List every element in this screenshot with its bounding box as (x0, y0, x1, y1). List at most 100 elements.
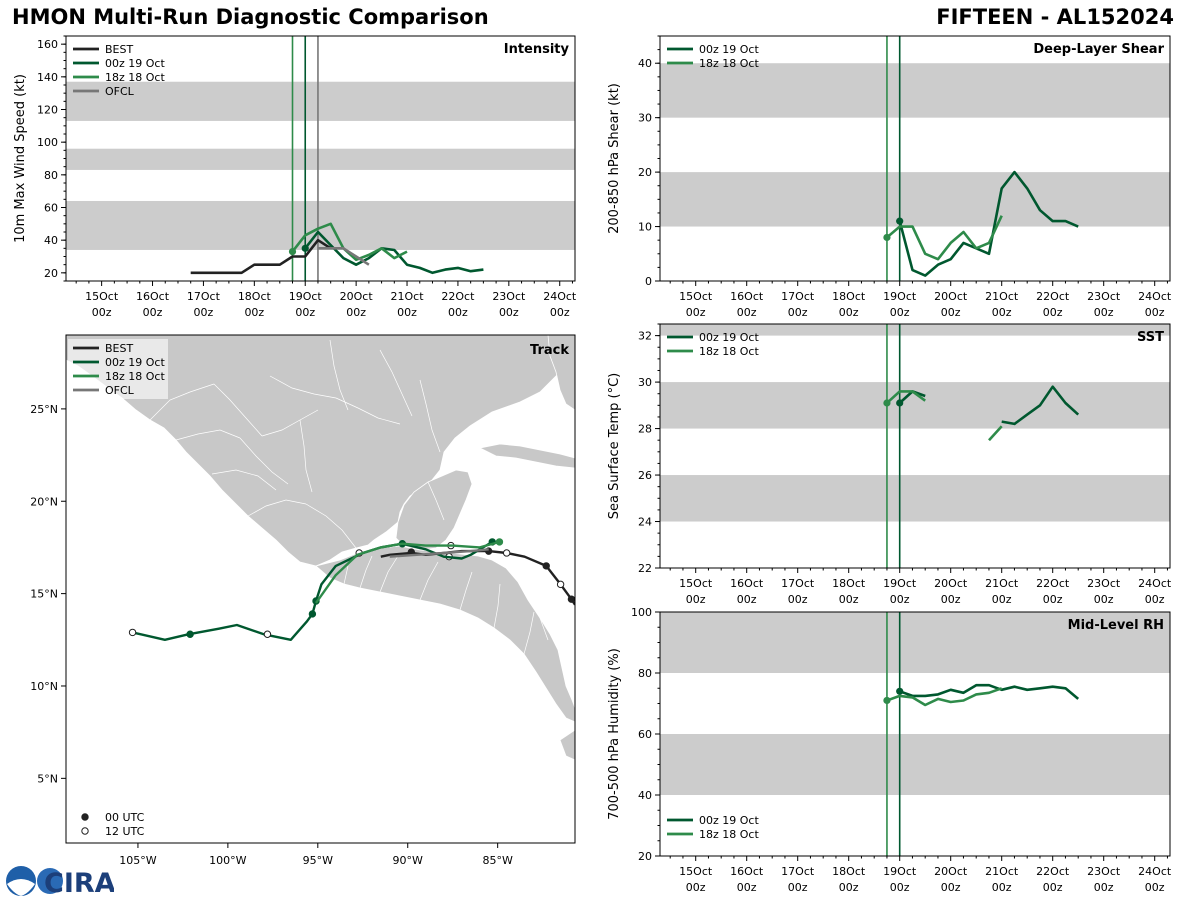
sst-band-1 (660, 382, 1170, 428)
shear-xtick-label-4: 19Oct (883, 290, 917, 303)
track-xtick-label-2: 95°W (303, 854, 333, 867)
rh-xtick-sublabel-8: 00z (1094, 881, 1114, 894)
sst-xtick-sublabel-2: 00z (788, 593, 808, 606)
track-xtick-label-0: 105°W (119, 854, 156, 867)
intensity-ytick-label-1: 40 (44, 234, 58, 247)
rh-series-0-start-marker (896, 688, 903, 695)
intensity-xtick-sublabel-6: 00z (397, 306, 417, 319)
shear-legend-label-1: 18z 18 Oct (699, 57, 759, 70)
sst-xtick-sublabel-9: 00z (1145, 593, 1165, 606)
track-marker-2-0 (496, 539, 502, 545)
shear-ytick-label-4: 40 (638, 57, 652, 70)
track-legend-label-2: 18z 18 Oct (105, 370, 165, 383)
sst-xtick-label-9: 24Oct (1138, 577, 1172, 590)
shear-ytick-label-1: 10 (638, 221, 652, 234)
sst-series-0-start-marker (896, 399, 903, 406)
sst-xtick-sublabel-5: 00z (941, 593, 961, 606)
shear-xtick-label-3: 18Oct (832, 290, 866, 303)
sst-xtick-sublabel-6: 00z (992, 593, 1012, 606)
track-xtick-label-3: 90°W (393, 854, 423, 867)
intensity-xtick-sublabel-0: 00z (92, 306, 112, 319)
intensity-ylabel: 10m Max Wind Speed (kt) (13, 74, 28, 243)
sst-xtick-label-4: 19Oct (883, 577, 917, 590)
rh-xtick-label-6: 21Oct (985, 865, 1019, 878)
shear-xtick-sublabel-4: 00z (890, 306, 910, 319)
shear-xtick-label-2: 17Oct (781, 290, 815, 303)
sst-xtick-label-7: 22Oct (1036, 577, 1070, 590)
shear-xtick-label-0: 15Oct (679, 290, 713, 303)
rh-xtick-label-1: 16Oct (730, 865, 764, 878)
shear-series-0-start-marker (896, 218, 903, 225)
rh-xtick-sublabel-4: 00z (890, 881, 910, 894)
intensity-xtick-sublabel-5: 00z (346, 306, 366, 319)
sst-legend-label-1: 18z 18 Oct (699, 345, 759, 358)
shear-band-0 (660, 172, 1170, 226)
shear-xtick-sublabel-9: 00z (1145, 306, 1165, 319)
track-title: Track (530, 343, 569, 358)
rh-legend-label-0: 00z 19 Oct (699, 814, 759, 827)
shear-xtick-label-6: 21Oct (985, 290, 1019, 303)
sst-xtick-sublabel-1: 00z (737, 593, 757, 606)
rh-xtick-sublabel-1: 00z (737, 881, 757, 894)
shear-xtick-sublabel-7: 00z (1043, 306, 1063, 319)
sst-xtick-label-5: 20Oct (934, 577, 968, 590)
sst-series-1-start-marker (883, 399, 890, 406)
intensity-xtick-label-3: 18Oct (238, 290, 272, 303)
intensity-xtick-label-4: 19Oct (289, 290, 323, 303)
shear-xtick-sublabel-6: 00z (992, 306, 1012, 319)
sst-ytick-label-4: 30 (638, 376, 652, 389)
track-ytick-label-4: 25°N (30, 403, 58, 416)
sst-ytick-label-1: 24 (638, 516, 652, 529)
sst-plot-bg (660, 324, 1170, 568)
sst-xtick-sublabel-7: 00z (1043, 593, 1063, 606)
intensity-series-1-start-marker (302, 245, 309, 252)
shear-series-1-start-marker (883, 234, 890, 241)
rh-series-1-start-marker (883, 697, 890, 704)
shear-xtick-sublabel-1: 00z (737, 306, 757, 319)
rh-legend-label-1: 18z 18 Oct (699, 828, 759, 841)
rh-xtick-label-5: 20Oct (934, 865, 968, 878)
rh-xtick-label-8: 23Oct (1087, 865, 1121, 878)
intensity-legend-label-1: 00z 19 Oct (105, 57, 165, 70)
shear-ytick-label-0: 0 (645, 275, 652, 288)
shear-xtick-label-5: 20Oct (934, 290, 968, 303)
rh-xtick-sublabel-0: 00z (686, 881, 706, 894)
rh-title: Mid-Level RH (1068, 618, 1164, 633)
track-legend-label-0: BEST (105, 342, 133, 355)
intensity-ytick-label-5: 120 (37, 104, 58, 117)
sst-ytick-label-3: 28 (638, 423, 652, 436)
intensity-panel: 2040608010012014016015Oct00z16Oct00z17Oc… (13, 36, 577, 319)
track-marker-1-5 (309, 611, 315, 617)
sst-xtick-label-8: 23Oct (1087, 577, 1121, 590)
intensity-title: Intensity (504, 42, 570, 57)
track-marker-legend-0 (82, 814, 88, 820)
intensity-legend-label-2: 18z 18 Oct (105, 71, 165, 84)
intensity-xtick-label-5: 20Oct (340, 290, 374, 303)
rh-xtick-label-0: 15Oct (679, 865, 713, 878)
rh-xtick-sublabel-6: 00z (992, 881, 1012, 894)
track-ytick-label-2: 15°N (30, 588, 58, 601)
intensity-xtick-sublabel-3: 00z (244, 306, 264, 319)
intensity-ytick-label-0: 20 (44, 267, 58, 280)
rh-ytick-label-2: 60 (638, 728, 652, 741)
rh-xtick-label-2: 17Oct (781, 865, 815, 878)
track-legend-label-3: OFCL (105, 384, 135, 397)
intensity-xtick-label-6: 21Oct (391, 290, 425, 303)
sst-ytick-label-5: 32 (638, 330, 652, 343)
track-xtick-label-4: 85°W (482, 854, 512, 867)
shear-ylabel: 200-850 hPa Shear (kt) (607, 83, 622, 234)
intensity-xtick-label-0: 15Oct (85, 290, 119, 303)
sst-xtick-sublabel-4: 00z (890, 593, 910, 606)
track-ytick-label-1: 10°N (30, 680, 58, 693)
shear-xtick-label-9: 24Oct (1138, 290, 1172, 303)
rh-ytick-label-0: 20 (638, 850, 652, 863)
noaa-cira-logo: CIRA (4, 864, 114, 898)
intensity-series-2-start-marker (289, 248, 296, 255)
sst-ylabel: Sea Surface Temp (°C) (607, 373, 622, 520)
intensity-xtick-sublabel-9: 00z (550, 306, 570, 319)
shear-xtick-label-1: 16Oct (730, 290, 764, 303)
sst-xtick-sublabel-3: 00z (839, 593, 859, 606)
track-ytick-label-0: 5°N (37, 772, 58, 785)
intensity-xtick-label-7: 22Oct (441, 290, 475, 303)
